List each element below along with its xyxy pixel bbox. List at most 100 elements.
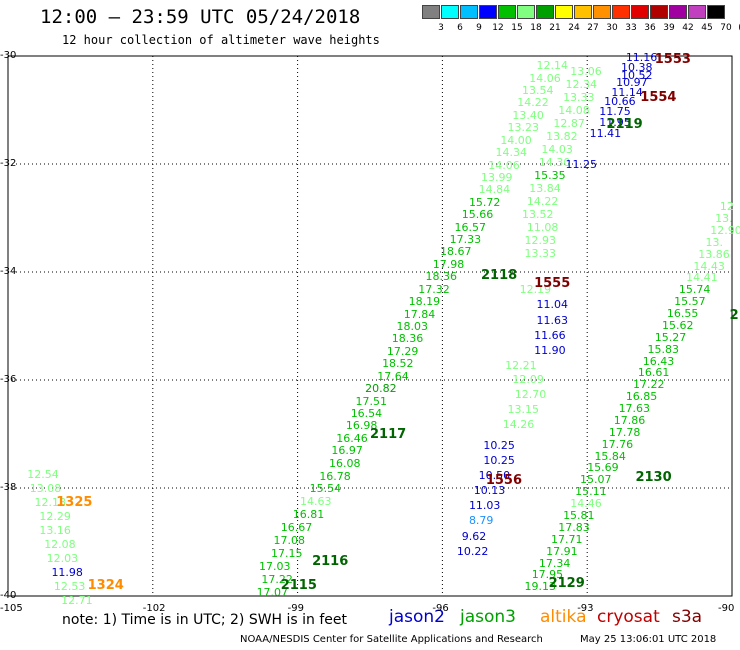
wave-height-value: 17.07: [256, 585, 289, 599]
wave-height-value: 17.03: [258, 559, 291, 573]
wave-height-value: 17.34: [538, 556, 571, 570]
pass-number-label: 2119: [606, 116, 643, 132]
map-title: 12:00 — 23:59 UTC 05/24/2018: [40, 6, 361, 28]
wave-height-value: 12.34: [565, 78, 597, 92]
wave-height-value: 10.50: [478, 469, 511, 483]
wave-height-value: 18.36: [425, 270, 458, 284]
wave-height-value: 11.16: [625, 51, 658, 65]
lat-tick-label: -34: [0, 266, 17, 277]
wave-height-value: 10.25: [483, 438, 515, 452]
wave-height-value: 12.87: [553, 116, 585, 130]
wave-height-value: 15.54: [309, 482, 342, 495]
wave-height-value: 15.35: [534, 168, 566, 182]
wave-height-value: 17.71: [551, 532, 583, 546]
lon-tick-label: -96: [432, 603, 449, 614]
wave-height-value: 14.06: [488, 158, 520, 172]
wave-height-value: 10.38: [620, 60, 653, 74]
wave-height-value: 18.03: [396, 320, 429, 333]
wave-height-value: 14.26: [502, 418, 535, 432]
lat-tick-label: -30: [0, 50, 17, 61]
wave-height-value: 16.55: [666, 307, 699, 321]
colorbar-label: 30: [606, 23, 618, 33]
wave-height-value: 16.85: [625, 390, 658, 404]
wave-height-value: 17.98: [432, 257, 465, 271]
satellite-legend-jason2: jason2: [389, 607, 445, 627]
wave-height-value: 14.34: [495, 146, 527, 160]
lat-tick-label: -36: [0, 374, 17, 385]
wave-height-value: 12.08: [44, 538, 76, 552]
wave-height-value: 14.03: [541, 142, 573, 156]
wave-height-value: 10.22: [456, 544, 489, 558]
wave-height-value: 13.: [715, 212, 733, 225]
wave-height-value: 14.30: [538, 155, 571, 169]
colorbar-label: 6: [457, 23, 463, 33]
wave-height-value: 16.57: [454, 220, 486, 234]
wave-height-value: 9.62: [461, 529, 487, 543]
wave-height-value: 15.62: [662, 318, 694, 332]
wave-height-value: 13.15: [507, 403, 540, 417]
wave-height-value: 11.14: [611, 85, 643, 99]
colorbar-label: 33: [625, 23, 637, 33]
wave-height-value: 15.74: [678, 283, 711, 297]
wave-height-value: 11.75: [599, 105, 631, 119]
wave-height-value: 12.54: [27, 467, 59, 481]
wave-height-value: 8.79: [468, 514, 494, 528]
wave-height-value: 12.70: [514, 388, 547, 402]
wave-height-value: 14.43: [693, 259, 725, 273]
wave-height-value: 14.22: [526, 194, 559, 208]
colorbar-swatch: [707, 5, 725, 19]
wave-height-value: 13.33: [563, 91, 595, 105]
wave-height-value: 11.90: [534, 343, 566, 357]
wave-height-value: 12.21: [505, 358, 537, 372]
wave-height-value: 10.13: [473, 484, 506, 498]
wave-height-value: 16.78: [319, 469, 351, 483]
wave-height-value: 16.97: [331, 444, 363, 458]
wave-height-value: 14.06: [529, 71, 561, 85]
pass-number-label: 2130: [635, 470, 672, 486]
colorbar-label: 21: [549, 23, 561, 33]
wave-height-value: 15.72: [468, 195, 501, 209]
wave-height-value: 10.97: [616, 75, 648, 89]
wave-height-value: 13.40: [512, 108, 544, 122]
colorbar-label: 12: [492, 23, 504, 33]
lon-tick-label: -105: [0, 603, 23, 614]
colorbar-label: 9: [476, 23, 482, 33]
colorbar-label: 70: [720, 23, 732, 33]
pass-number-label: 1324: [87, 578, 124, 594]
wave-height-value: 17.32: [418, 282, 450, 296]
colorbar-swatch: [422, 5, 440, 19]
lon-tick-label: -93: [577, 603, 594, 614]
wave-height-value: 11.98: [51, 566, 83, 580]
wave-height-value: 12.19: [519, 283, 552, 297]
wave-height-value: 14.08: [558, 104, 590, 117]
wave-height-value: 16.81: [292, 507, 325, 521]
pass-number-label: 1556: [485, 472, 523, 488]
colorbar-swatch: [555, 5, 573, 19]
wave-height-value: 12.29: [39, 510, 71, 524]
wave-height-value: 15.81: [563, 509, 595, 522]
pass-number-label: 2: [729, 308, 739, 324]
wave-height-value: 17.08: [273, 533, 305, 547]
wave-height-value: 13.23: [507, 121, 540, 135]
wave-height-value: 13.54: [522, 84, 554, 98]
wave-height-value: 16.46: [336, 431, 368, 445]
satellite-legend-altika: altika: [540, 607, 587, 627]
colorbar-label: 39: [663, 23, 675, 33]
wave-height-value: 17.76: [601, 437, 634, 451]
colorbar-swatch: [517, 5, 535, 19]
wave-height-value: 11.25: [565, 158, 597, 171]
wave-height-value: 13.: [705, 235, 723, 249]
colorbar-swatch: [650, 5, 668, 19]
wave-height-value: 12.14: [536, 59, 569, 73]
colorbar-swatch: [669, 5, 687, 19]
wave-height-value: 17.86: [613, 413, 646, 427]
wave-height-value: 15.11: [575, 485, 607, 499]
lon-tick-label: -99: [287, 603, 304, 614]
wave-height-value: 10.66: [604, 95, 636, 109]
pass-number-label: 2117: [370, 427, 407, 442]
lat-tick-label: -38: [0, 482, 17, 493]
wave-height-value: 14.63: [300, 494, 332, 508]
wave-height-value: 10.52: [620, 69, 653, 83]
